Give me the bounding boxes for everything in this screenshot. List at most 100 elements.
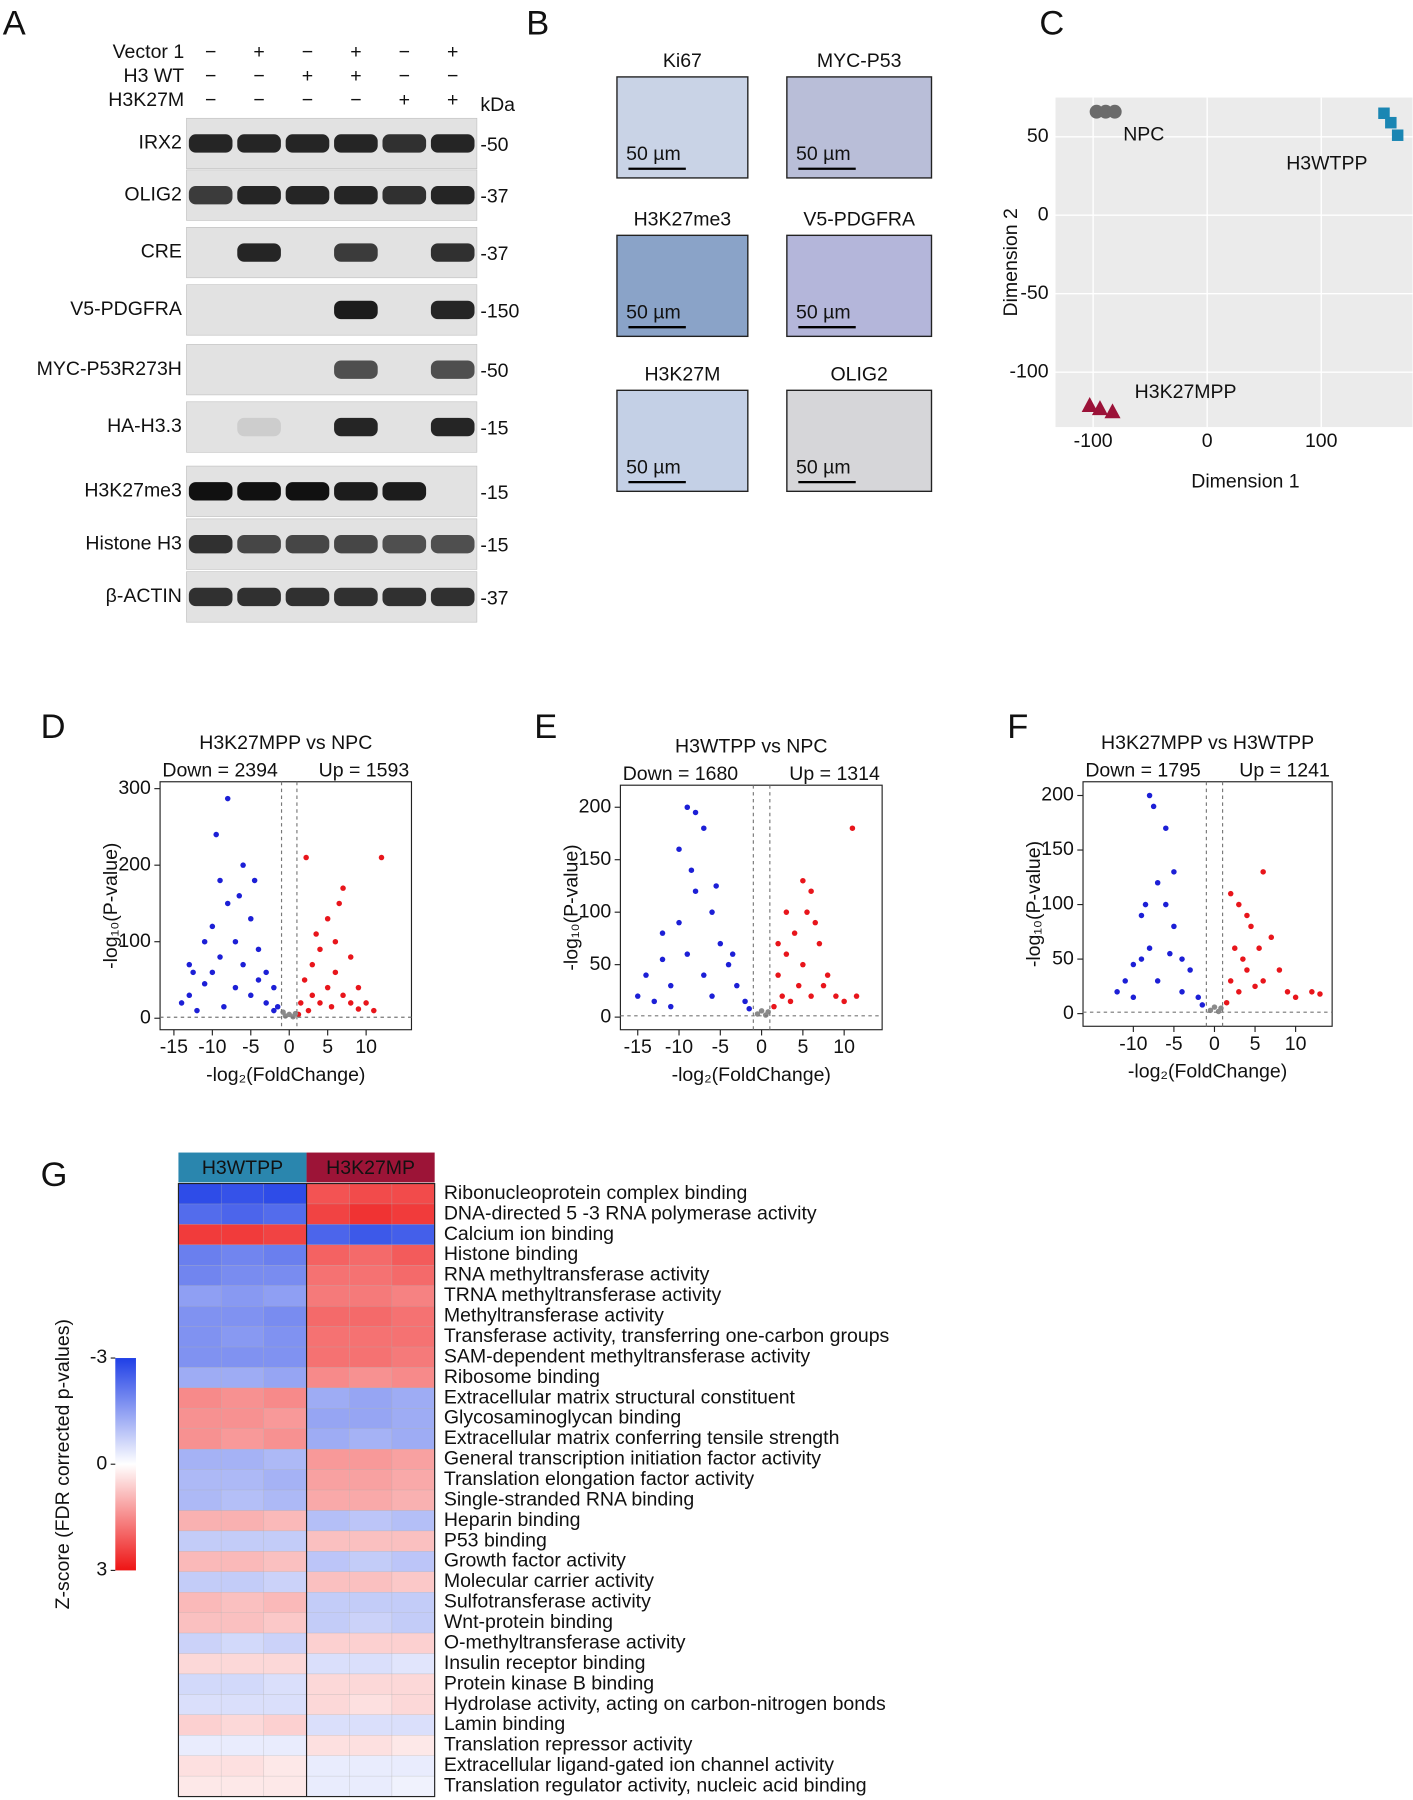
band <box>334 243 378 262</box>
condition-sign: − <box>253 89 264 111</box>
point <box>1227 890 1234 897</box>
point <box>224 900 231 907</box>
point <box>734 982 740 989</box>
marker-label: -50 <box>480 134 508 156</box>
chart-title: H3K27MPP vs NPC <box>199 732 372 754</box>
scale-bar-label: 50 µm <box>796 457 851 479</box>
condition-sign: − <box>205 41 216 63</box>
heatmap-cell <box>178 1346 222 1368</box>
band <box>334 360 378 379</box>
y-tick-label: 50 <box>590 953 612 975</box>
heatmap-cell <box>306 1367 350 1389</box>
row-label: Transferase activity, transferring one-c… <box>444 1325 890 1347</box>
point <box>1163 901 1169 908</box>
ihc-image <box>786 234 933 338</box>
marker-label: -37 <box>480 243 508 265</box>
stain-name: OLIG2 <box>830 364 887 386</box>
heatmap-cell <box>391 1735 435 1756</box>
band <box>285 534 330 554</box>
point <box>1154 978 1161 984</box>
y-tick-label: 50 <box>1052 947 1074 969</box>
blot-name: OLIG2 <box>124 183 181 205</box>
heatmap-cell <box>349 1592 393 1613</box>
point <box>816 940 823 947</box>
point <box>1260 869 1266 875</box>
band <box>334 482 378 501</box>
band <box>188 134 233 153</box>
point <box>309 992 316 999</box>
heatmap-cell <box>220 1694 265 1715</box>
panel-letter: C <box>1039 4 1064 42</box>
series-label: NPC <box>1123 124 1164 146</box>
heatmap-cell <box>349 1428 393 1450</box>
blot-strip <box>186 169 478 221</box>
band <box>189 418 233 436</box>
point <box>676 846 682 852</box>
point <box>779 993 785 999</box>
heatmap-cell <box>178 1592 222 1613</box>
heatmap-cell <box>220 1285 265 1307</box>
heatmap-cell <box>306 1428 350 1450</box>
plot-frame <box>1082 781 1333 1027</box>
annotation: Down = 2394 <box>162 760 278 782</box>
row-label: Protein kinase B binding <box>444 1672 654 1694</box>
heatmap-cell <box>220 1367 265 1389</box>
x-tick-label: -15 <box>160 1036 188 1058</box>
point <box>324 915 331 922</box>
heatmap-cell <box>178 1510 222 1532</box>
heatmap-cell <box>391 1244 435 1266</box>
x-tick-label: 10 <box>833 1036 855 1058</box>
annotation: Up = 1593 <box>319 760 410 782</box>
y-tick-label: -100 <box>1010 360 1049 382</box>
scale-bar-label: 50 µm <box>796 143 851 165</box>
stain-name: MYC-P53 <box>817 50 902 72</box>
heatmap-cell <box>306 1632 350 1654</box>
heatmap-cell <box>391 1408 435 1429</box>
heatmap-cell <box>391 1673 435 1695</box>
heatmap-cell <box>391 1326 435 1348</box>
band <box>430 360 475 379</box>
condition-sign: + <box>350 65 361 87</box>
point <box>1236 989 1242 995</box>
marker-label: -15 <box>480 535 508 557</box>
heatmap-cell <box>391 1755 435 1777</box>
row-label: Heparin binding <box>444 1509 581 1531</box>
heatmap-cell <box>220 1571 265 1593</box>
point <box>240 862 246 868</box>
point <box>1260 978 1266 984</box>
heatmap-cell <box>178 1326 222 1348</box>
condition-name: Vector 1 <box>113 41 185 63</box>
x-tick-label: 0 <box>284 1036 295 1058</box>
ihc-image <box>786 76 933 179</box>
band <box>430 587 475 607</box>
point <box>217 877 223 884</box>
heatmap-cell <box>263 1387 307 1409</box>
point <box>800 877 806 884</box>
x-tick-label: 100 <box>1305 430 1338 452</box>
point <box>820 982 827 989</box>
point <box>190 969 196 976</box>
heatmap-cell <box>178 1387 222 1409</box>
heatmap-cell <box>178 1714 222 1736</box>
panel-letter: B <box>526 4 549 42</box>
band <box>285 482 330 501</box>
point <box>332 938 339 945</box>
row-label: Insulin receptor binding <box>444 1652 646 1674</box>
heatmap-cell <box>306 1265 350 1286</box>
band <box>382 482 427 501</box>
heatmap-cell <box>306 1694 350 1715</box>
series-label: H3K27MPP <box>1135 381 1237 403</box>
heatmap-cell <box>306 1305 350 1327</box>
point <box>659 956 666 963</box>
panel-letter: E <box>534 708 557 746</box>
heatmap-cell <box>220 1592 265 1613</box>
heatmap-cell <box>306 1387 350 1409</box>
heatmap-cell <box>349 1735 393 1756</box>
heatmap-cell <box>263 1183 307 1205</box>
point <box>1391 129 1404 141</box>
heatmap-cell <box>178 1428 222 1450</box>
x-axis-label: -log₂(FoldChange) <box>1128 1060 1287 1082</box>
row-label: Molecular carrier activity <box>444 1570 654 1592</box>
blot-strip <box>186 571 478 623</box>
blot-name: IRX2 <box>139 132 182 154</box>
